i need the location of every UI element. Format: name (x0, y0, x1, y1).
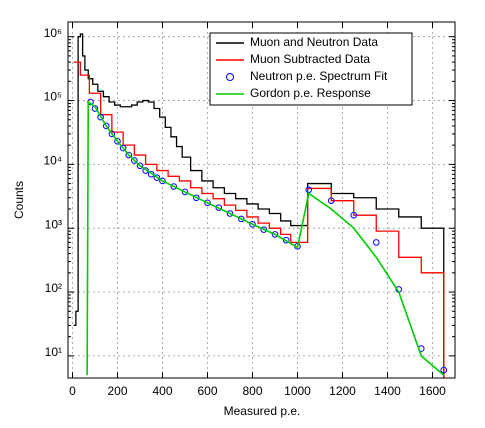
marker (327, 197, 335, 204)
marker (440, 366, 448, 374)
x-tick-label: 800 (242, 384, 262, 398)
marker (147, 170, 155, 178)
y-tick-label: 10⁵ (44, 90, 62, 104)
legend-label: Muon Subtracted Data (250, 52, 370, 66)
legend-box (209, 32, 413, 106)
x-tick-label: 400 (152, 384, 172, 398)
x-tick-label: 1600 (419, 384, 446, 398)
x-tick-label: 200 (107, 384, 127, 398)
marker (260, 226, 268, 233)
y-tick-label: 10⁶ (44, 26, 62, 40)
marker (204, 199, 211, 207)
x-axis-label: Measured p.e. (224, 404, 301, 418)
plot-frame (67, 21, 456, 379)
series-group (73, 33, 448, 378)
marker (125, 151, 133, 159)
x-tick-label: 1200 (329, 384, 356, 398)
marker (91, 105, 99, 112)
legend-label: Neutron p.e. Spectrum Fit (250, 69, 388, 83)
x-tick-label: 600 (197, 384, 217, 398)
series-line (86, 100, 445, 376)
y-tick-label: 10⁴ (43, 154, 62, 168)
y-tick-label: 10¹ (45, 345, 62, 359)
marker (372, 239, 380, 246)
x-tick-label: 1400 (374, 384, 401, 398)
marker (119, 144, 127, 152)
marker (237, 215, 245, 223)
marker (97, 113, 104, 121)
marker (350, 211, 358, 219)
y-tick-label: 10³ (45, 217, 62, 231)
marker (249, 221, 256, 228)
marker (102, 122, 110, 130)
marker (159, 177, 166, 185)
marker (181, 188, 189, 196)
legend-label: Gordon p.e. Response (250, 86, 371, 100)
marker (153, 174, 161, 181)
x-tick-label: 0 (69, 384, 76, 398)
legend-marker (226, 73, 234, 81)
marker (271, 231, 279, 238)
marker (170, 183, 178, 190)
marker (226, 210, 234, 217)
y-tick-label: 10² (45, 281, 62, 295)
marker (108, 130, 116, 138)
marker (114, 137, 121, 145)
marker (131, 157, 138, 164)
series-line (73, 61, 445, 378)
marker (136, 162, 144, 170)
x-tick-label: 1000 (284, 384, 311, 398)
marker (192, 194, 200, 202)
legend-label: Muon and Neutron Data (250, 35, 378, 49)
series-line (73, 33, 445, 378)
y-axis-label: Counts (12, 181, 26, 219)
